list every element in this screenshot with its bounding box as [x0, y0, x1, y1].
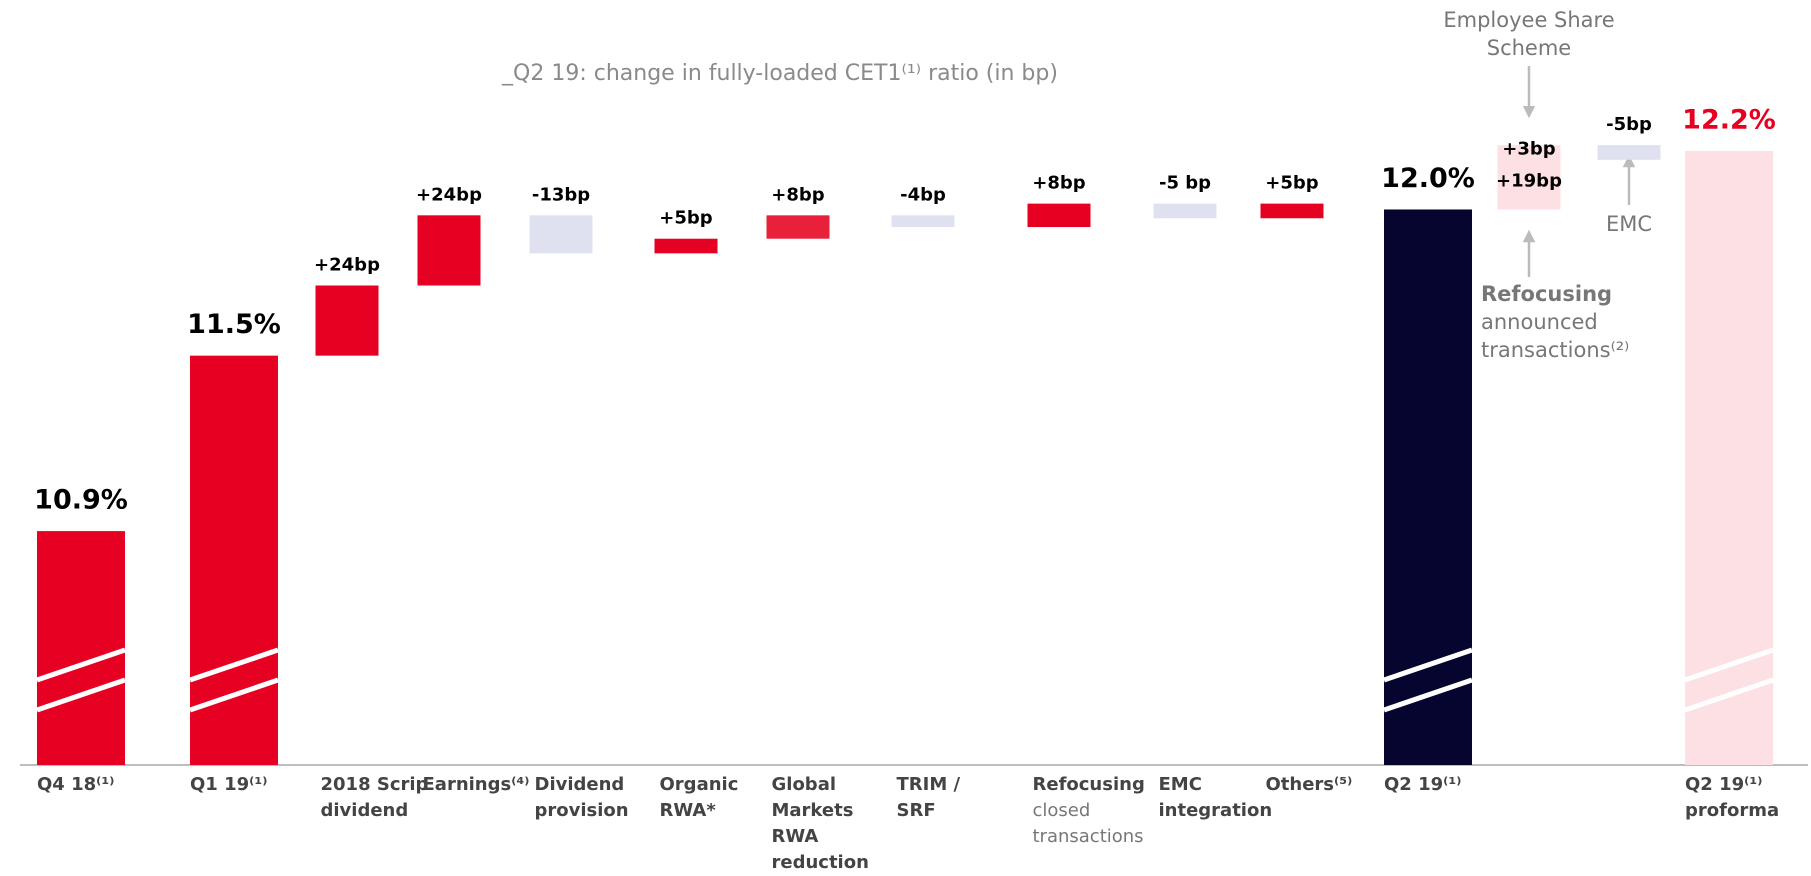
axis-break	[1684, 647, 1774, 683]
x-tick-label: Global	[772, 774, 837, 795]
x-tick-label: transactions	[1033, 826, 1144, 847]
x-tick-label: Earnings⁽⁴⁾	[423, 774, 530, 795]
value-label: 11.5%	[187, 309, 281, 340]
annotation: transactions⁽²⁾	[1481, 338, 1629, 362]
bar	[654, 238, 718, 254]
x-tick-label: Q1 19⁽¹⁾	[190, 774, 267, 795]
bar	[417, 215, 481, 286]
x-tick-label: Dividend	[535, 774, 625, 795]
bar	[1384, 209, 1472, 765]
bar	[1497, 145, 1561, 154]
x-tick-label: RWA	[772, 826, 819, 847]
x-tick-label: Markets	[772, 800, 854, 821]
value-label: -13bp	[532, 184, 590, 205]
x-tick-label: RWA*	[660, 800, 717, 821]
annotation: announced	[1481, 310, 1598, 334]
x-tick-label: TRIM /	[897, 774, 961, 795]
bar	[37, 531, 125, 765]
value-label: +3bp	[1502, 139, 1555, 160]
x-tick-label: dividend	[321, 800, 409, 821]
value-label: +19bp	[1496, 171, 1562, 192]
annotation: EMC	[1606, 212, 1652, 236]
x-tick-label: proforma	[1685, 800, 1779, 821]
bar	[1153, 203, 1217, 219]
x-tick-label: Q2 19⁽¹⁾	[1384, 774, 1461, 795]
annotation: Refocusing	[1481, 282, 1612, 306]
x-tick-label: SRF	[897, 800, 936, 821]
value-label: +8bp	[1032, 173, 1085, 194]
x-tick-label: integration	[1159, 800, 1273, 821]
axis-break	[189, 677, 279, 713]
bar	[1497, 153, 1561, 210]
value-label: +24bp	[314, 254, 380, 275]
x-tick-label: EMC	[1159, 774, 1202, 795]
x-tick-label: Others⁽⁵⁾	[1266, 774, 1353, 795]
bar	[1027, 203, 1091, 228]
value-label: +5bp	[1265, 173, 1318, 194]
axis-break	[189, 647, 279, 683]
value-label: +5bp	[659, 208, 712, 229]
value-label: -5 bp	[1159, 173, 1211, 194]
bar	[529, 215, 593, 254]
x-tick-label: Q2 19⁽¹⁾	[1685, 774, 1762, 795]
value-label: 12.2%	[1682, 105, 1776, 136]
bar	[766, 215, 830, 239]
value-label: +8bp	[771, 184, 824, 205]
bar	[1597, 145, 1661, 160]
value-label: 10.9%	[34, 485, 128, 516]
value-label: -5bp	[1606, 114, 1652, 135]
value-label: 12.0%	[1381, 163, 1475, 194]
annotation: Scheme	[1487, 36, 1571, 60]
chart-title: _Q2 19: change in fully-loaded CET1⁽¹⁾ r…	[501, 61, 1058, 86]
x-tick-label: reduction	[772, 852, 869, 873]
bar	[891, 215, 955, 228]
axis-break	[1383, 677, 1473, 713]
axis-break	[36, 677, 126, 713]
annotation: Employee Share	[1443, 8, 1614, 32]
bar	[315, 285, 379, 356]
bar	[1260, 203, 1324, 219]
x-tick-label: 2018 Scrip	[321, 774, 429, 795]
axis-break	[36, 647, 126, 683]
axis-break	[1383, 647, 1473, 683]
value-label: +24bp	[416, 184, 482, 205]
x-tick-label: provision	[535, 800, 629, 821]
x-tick-label: closed	[1033, 800, 1091, 821]
x-tick-label: Refocusing	[1033, 774, 1145, 795]
x-tick-label: Q4 18⁽¹⁾	[37, 774, 114, 795]
axis-break	[1684, 677, 1774, 713]
x-tick-label: Organic	[660, 774, 739, 795]
value-label: -4bp	[900, 184, 946, 205]
